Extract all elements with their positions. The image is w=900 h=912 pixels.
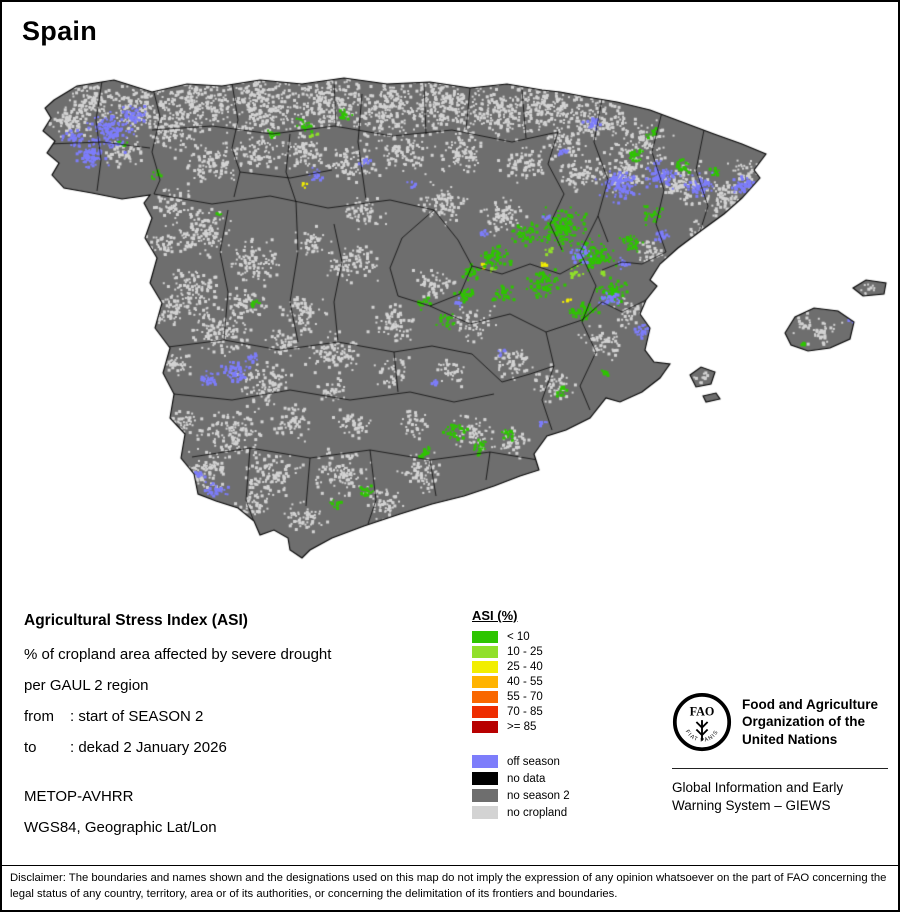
fao-name: Food and Agriculture Organization of the… (742, 696, 878, 747)
legend-swatch (472, 772, 498, 785)
legend-label: off season (507, 755, 560, 768)
from-value: : start of SEASON 2 (70, 708, 204, 725)
legend-swatch (472, 676, 498, 688)
legend-extras: off season no data no season 2 no cropla… (472, 755, 570, 819)
legend-label: 10 - 25 (507, 646, 543, 658)
legend-label: 55 - 70 (507, 691, 543, 703)
asi-heading: Agricultural Stress Index (ASI) (24, 612, 248, 629)
legend-row: 10 - 25 (472, 646, 570, 658)
legend-swatch (472, 631, 498, 643)
legend-row: 55 - 70 (472, 691, 570, 703)
info-line-sensor: METOP-AVHRR (24, 788, 134, 805)
legend-row: >= 85 (472, 721, 570, 733)
legend-label: < 10 (507, 631, 530, 643)
legend: ASI (%) < 10 10 - 25 25 - 40 40 - 55 55 … (472, 608, 570, 823)
legend-label: no data (507, 772, 546, 785)
legend-title: ASI (%) (472, 608, 518, 623)
legend-label: no cropland (507, 806, 568, 819)
giews-name: Global Information and Early Warning Sys… (672, 780, 844, 814)
legend-swatch (472, 646, 498, 658)
map-info-block: Agricultural Stress Index (ASI) % of cro… (24, 612, 454, 850)
legend-swatch (472, 661, 498, 673)
info-line-cropland: % of cropland area affected by severe dr… (24, 646, 332, 663)
page-title: Spain (22, 16, 98, 46)
legend-row: off season (472, 755, 570, 768)
info-line-projection: WGS84, Geographic Lat/Lon (24, 819, 217, 836)
info-line-gaul: per GAUL 2 region (24, 677, 149, 694)
legend-swatch (472, 721, 498, 733)
legend-label: 25 - 40 (507, 661, 543, 673)
legend-row: < 10 (472, 631, 570, 643)
legend-label: 70 - 85 (507, 706, 543, 718)
organization-block: FAO FIAT PANIS Food and Agriculture Orga… (672, 692, 888, 815)
legend-row: 25 - 40 (472, 661, 570, 673)
legend-swatch (472, 789, 498, 802)
legend-label: no season 2 (507, 789, 570, 802)
legend-row: 40 - 55 (472, 676, 570, 688)
legend-swatch (472, 691, 498, 703)
legend-label: >= 85 (507, 721, 537, 733)
disclaimer-text: Disclaimer: The boundaries and names sho… (2, 865, 898, 910)
wheat-ear-icon (695, 720, 709, 741)
info-line-from: from : start of SEASON 2 (24, 708, 454, 725)
to-value: : dekad 2 January 2026 (70, 739, 227, 756)
legend-swatch (472, 806, 498, 819)
legend-swatch (472, 706, 498, 718)
fao-logo-icon: FAO FIAT PANIS (672, 692, 732, 752)
legend-swatch (472, 755, 498, 768)
legend-row: no season 2 (472, 789, 570, 802)
fao-logo-letters: FAO (690, 704, 715, 718)
info-line-to: to : dekad 2 January 2026 (24, 739, 454, 756)
org-divider (672, 768, 888, 769)
legend-row: 70 - 85 (472, 706, 570, 718)
spain-asi-map (2, 2, 898, 602)
from-label: from (24, 708, 54, 725)
legend-row: no data (472, 772, 570, 785)
legend-row: no cropland (472, 806, 570, 819)
legend-label: 40 - 55 (507, 676, 543, 688)
to-label: to (24, 739, 37, 756)
